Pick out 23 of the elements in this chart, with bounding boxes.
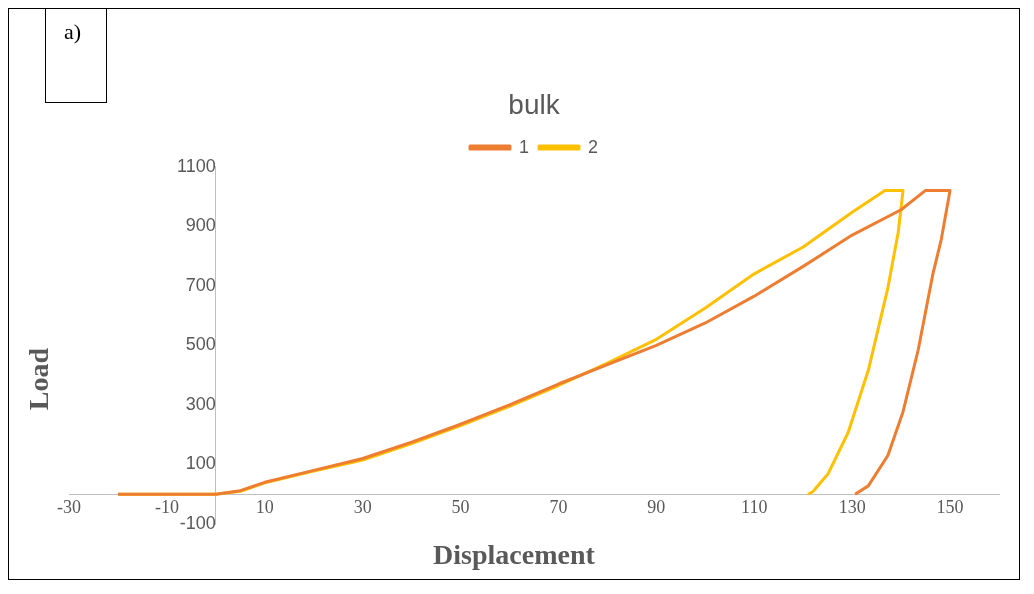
x-tick-label: 30 — [353, 496, 372, 517]
text: a) — [45, 9, 107, 103]
x-tick-label: 50 — [451, 496, 470, 517]
y-tick-label: 900 — [185, 215, 216, 236]
y-tick-label: 500 — [185, 334, 216, 355]
chart-title: bulk — [508, 88, 561, 120]
x-tick-label: 130 — [838, 496, 866, 517]
y-axis-title: Load — [23, 347, 55, 411]
y-tick-label: 300 — [185, 393, 216, 414]
y-tick-label: 700 — [185, 274, 216, 295]
y-tick-label: 1100 — [177, 155, 216, 176]
y-tick-label: -100 — [179, 512, 216, 533]
legend-label: 1 — [518, 136, 529, 157]
x-tick-label: 90 — [647, 496, 666, 517]
legend-label: 2 — [588, 136, 599, 157]
y-tick-label: 100 — [185, 453, 216, 474]
x-tick-label: -30 — [57, 496, 81, 517]
x-tick-label: -10 — [154, 496, 179, 517]
x-axis-title: Displacement — [432, 539, 596, 571]
x-tick-label: 110 — [741, 496, 768, 517]
x-tick-label: 10 — [255, 496, 274, 517]
x-tick-label: 150 — [936, 496, 964, 517]
x-tick-label: 70 — [549, 496, 568, 517]
